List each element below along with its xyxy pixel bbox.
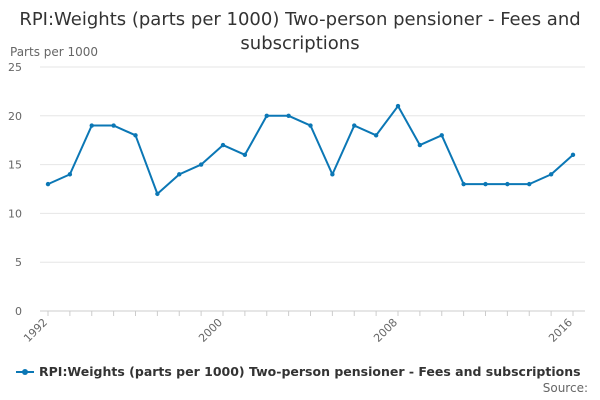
data-point [417,142,423,148]
data-point [373,133,379,138]
data-point [45,181,51,187]
data-point [177,172,182,177]
data-point [330,172,335,177]
data-point [352,123,357,128]
data-point [89,123,94,128]
source-label: Source: [542,381,588,395]
data-point [286,113,291,119]
legend-series-label: RPI:Weights (parts per 1000) Two-person … [39,364,581,379]
y-tick-label: 25 [8,61,22,74]
y-tick-label: 20 [8,110,22,123]
data-point [527,181,532,187]
chart-title: RPI:Weights (parts per 1000) Two-person … [19,9,581,54]
data-point [483,181,488,187]
data-point [242,152,248,158]
data-point [505,181,510,187]
x-tick-label: 1992 [21,316,50,345]
data-point [155,191,160,197]
x-tick-label: 2000 [196,316,225,345]
y-tick-label: 15 [8,159,22,172]
data-point [570,152,576,158]
series-line [47,105,574,195]
data-point [67,172,73,177]
y-tick-label: 10 [8,207,22,220]
legend-line-marker [16,366,34,378]
data-point [439,133,444,138]
y-tick-label: 5 [15,256,22,269]
data-point [264,113,269,119]
data-point [220,142,226,148]
data-point [461,181,466,187]
data-point [111,123,116,128]
y-tick-label: 0 [15,305,22,318]
data-point [308,123,313,128]
data-point [133,133,138,138]
data-point [395,103,401,109]
data-point [548,172,554,177]
x-tick-label: 2008 [371,316,400,345]
y-axis-label: Parts per 1000 [10,45,99,59]
data-point [198,162,204,167]
x-tick-label: 2016 [546,316,575,345]
legend[interactable]: RPI:Weights (parts per 1000) Two-person … [16,364,581,379]
